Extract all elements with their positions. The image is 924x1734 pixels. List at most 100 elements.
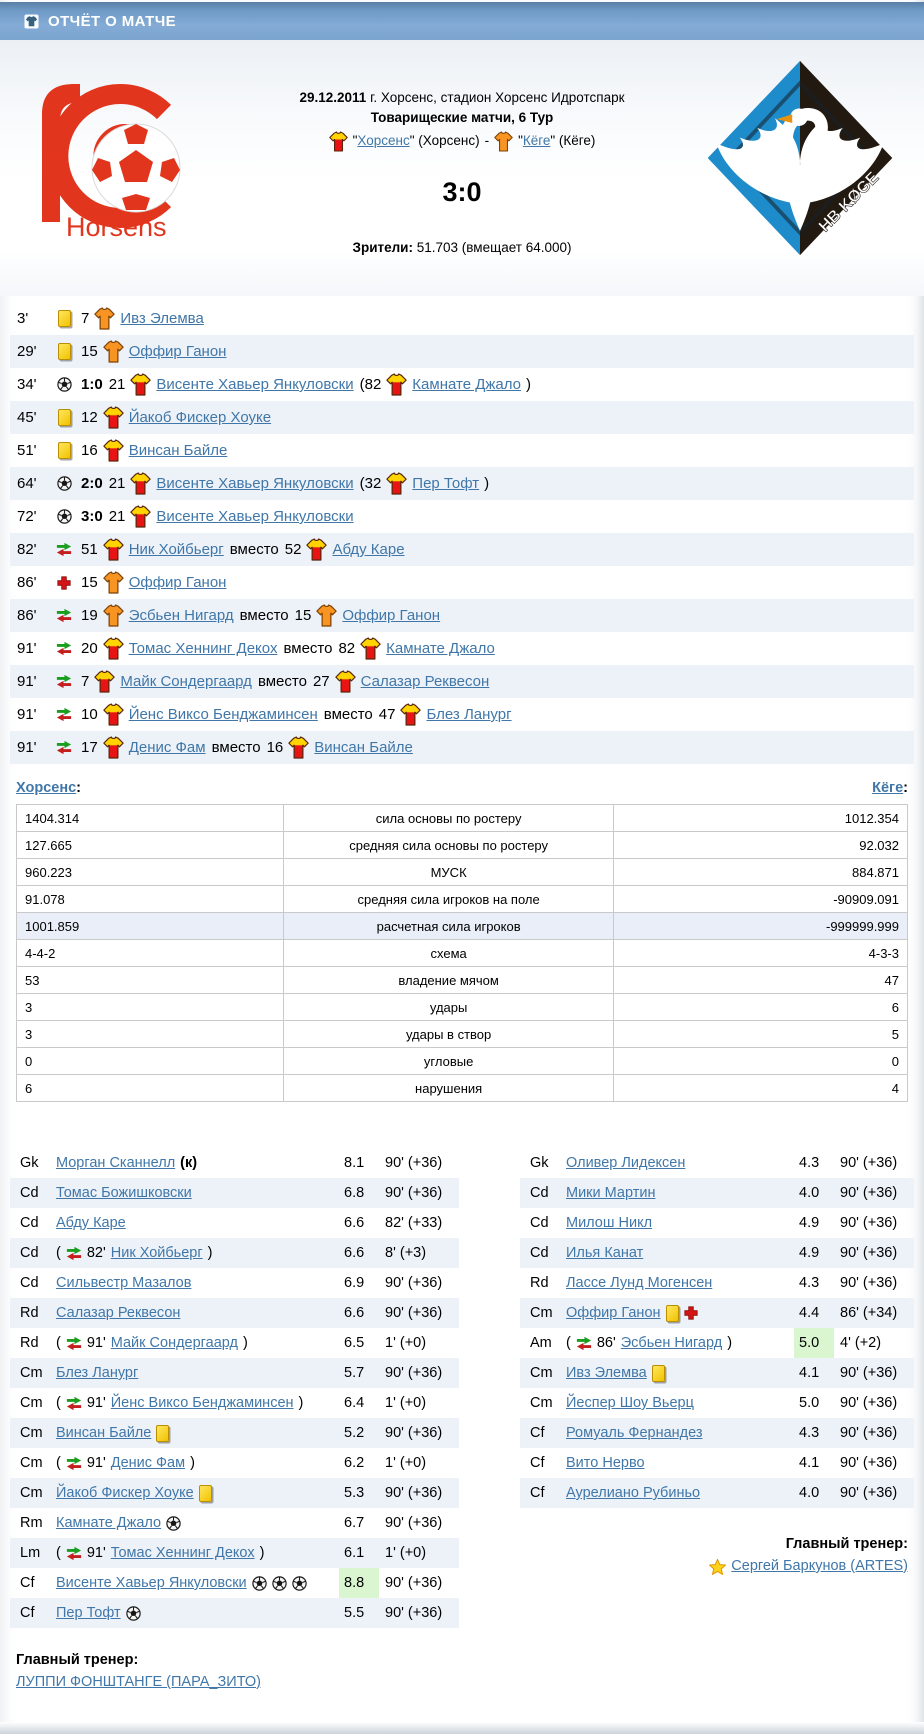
stat-label: схема [283, 939, 614, 967]
player-time: 90' (+36) [385, 1155, 443, 1171]
player-name-link[interactable]: Ромуаль Фернандез [566, 1425, 703, 1441]
stat-label: МУСК [283, 858, 614, 886]
event-player-link[interactable]: Йакоб Фискер Хоуке [128, 409, 272, 426]
match-header: Horsens HB KØGE 29.12.2011 г. Хорсенс, с… [0, 40, 924, 296]
player-name-link[interactable]: Йакоб Фискер Хоуке [56, 1485, 194, 1501]
event-player-link[interactable]: Майк Сондергаард [120, 673, 252, 690]
player-position: Cm [20, 1365, 43, 1381]
player-row: Cd Илья Канат 4.9 90' (+36) [520, 1238, 914, 1268]
event-player-link[interactable]: Висенте Хавьер Янкуловски [156, 475, 354, 492]
event-player-link[interactable]: Ник Хойбьерг [128, 541, 224, 558]
player-position: Cf [530, 1455, 545, 1471]
player-name-link[interactable]: Ивз Элемва [566, 1365, 647, 1381]
event-icon-slot [53, 608, 75, 623]
event-row: 91' 7 Майк Сондергаард вместо 27 Салазар Р… [10, 665, 914, 698]
event-player: 7 Ивз Элемва [81, 307, 204, 330]
event-player: 17 Денис Фам [81, 736, 206, 759]
player-row: Rm Камнате Джало 6.7 90' (+36) [10, 1508, 459, 1538]
event-icon-slot [53, 310, 75, 327]
away-stat-value: 1012.354 [612, 804, 909, 832]
home-team-name-link[interactable]: Хорсенс [357, 132, 410, 148]
event-player-link[interactable]: Оффир Ганон [128, 343, 227, 360]
player-name-link[interactable]: Мики Мартин [566, 1185, 656, 1201]
player-position: Cm [530, 1395, 553, 1411]
event-player-out-link[interactable]: Блез Ланург [426, 706, 512, 723]
event-player-link[interactable]: Томас Хеннинг Декох [128, 640, 278, 657]
away-team-link[interactable]: Кёге [872, 780, 904, 796]
player-name-link[interactable]: Оливер Лидексен [566, 1155, 686, 1171]
player-name-link[interactable]: Абду Каре [56, 1215, 126, 1231]
event-player: 15 Оффир Ганон [81, 571, 226, 594]
player-name-cell: Вито Нерво [566, 1448, 794, 1478]
event-player-out-link[interactable]: Оффир Ганон [342, 607, 441, 624]
player-name-link[interactable]: Камнате Джало [56, 1515, 162, 1531]
event-icon-slot [53, 409, 75, 426]
player-number: 12 [81, 409, 98, 426]
shirt-koge-icon [102, 604, 124, 627]
player-name-link[interactable]: Винсан Байле [56, 1425, 152, 1441]
away-stat-value: 0 [612, 1047, 909, 1075]
event-player-link[interactable]: Ивз Элемва [120, 310, 204, 327]
player-name-link[interactable]: Пер Тофт [56, 1605, 121, 1621]
player-name-cell: Аурелиано Рубиньо [566, 1478, 794, 1508]
player-name-link[interactable]: Салазар Реквесон [56, 1305, 181, 1321]
event-player-out-link[interactable]: Абду Каре [332, 541, 405, 558]
event-icon-slot [53, 740, 75, 755]
home-team-link[interactable]: Хорсенс [16, 780, 77, 796]
stat-label: нарушения [283, 1074, 614, 1102]
player-name-link[interactable]: Эсбьен Нигард [620, 1335, 723, 1351]
player-rating: 6.6 [344, 1215, 365, 1231]
event-player-link[interactable]: Йенс Виксо Бенджаминсен [128, 706, 318, 723]
player-name-link[interactable]: Илья Канат [566, 1245, 644, 1261]
event-player-link[interactable]: Эсбьен Нигард [128, 607, 234, 624]
player-name-link[interactable]: Томас Божишковски [56, 1185, 192, 1201]
player-rating: 4.9 [799, 1215, 820, 1231]
home-logo-caption: Horsens [66, 212, 167, 242]
player-name-link[interactable]: Томас Хеннинг Декох [110, 1545, 255, 1561]
player-position: Cd [530, 1185, 549, 1201]
player-rating: 6.8 [344, 1185, 365, 1201]
event-assist-link[interactable]: Пер Тофт [412, 475, 480, 492]
player-name-link[interactable]: Оффир Ганон [566, 1305, 661, 1321]
sub-word: вместо [239, 607, 289, 624]
player-name-link[interactable]: Йенс Виксо Бенджаминсен [110, 1395, 294, 1411]
player-name-link[interactable]: Денис Фам [110, 1455, 186, 1471]
away-team-name-link[interactable]: Кёге [522, 132, 551, 148]
home-coach-line: ЛУППИ ФОНШТАНГЕ (ПАРА_ЗИТО) [16, 1672, 453, 1694]
player-name-link[interactable]: Сильвестр Мазалов [56, 1275, 192, 1291]
player-name-link[interactable]: Майк Сондергаард [110, 1335, 238, 1351]
substitution-icon [66, 1396, 82, 1411]
event-score: 1:0 [81, 376, 103, 393]
player-position: Gk [20, 1155, 39, 1171]
shirt-horsens-icon [360, 637, 381, 660]
event-player-link[interactable]: Денис Фам [128, 739, 206, 756]
player-name-cell: Мики Мартин [566, 1178, 794, 1208]
event-player-link[interactable]: Висенте Хавьер Янкуловски [156, 508, 354, 525]
player-name-link[interactable]: Милош Никл [566, 1215, 653, 1231]
player-name-cell: Милош Никл [566, 1208, 794, 1238]
player-number: 17 [81, 739, 98, 756]
player-name-link[interactable]: Лассе Лунд Могенсен [566, 1275, 713, 1291]
home-coach-link[interactable]: ЛУППИ ФОНШТАНГЕ (ПАРА_ЗИТО) [16, 1673, 262, 1690]
event-player-out-link[interactable]: Камнате Джало [386, 640, 495, 657]
player-time: 86' (+34) [840, 1305, 898, 1321]
event-player-link[interactable]: Висенте Хавьер Янкуловски [156, 376, 354, 393]
player-name-link[interactable]: Аурелиано Рубиньо [566, 1485, 701, 1501]
away-coach-link[interactable]: Сергей Баркунов (ARTES) [731, 1557, 908, 1574]
event-assist-link[interactable]: Камнате Джало [412, 376, 521, 393]
event-player-out-link[interactable]: Салазар Реквесон [360, 673, 490, 690]
player-name-link[interactable]: Блез Ланург [56, 1365, 139, 1381]
player-name-link[interactable]: Ник Хойбьерг [110, 1245, 203, 1261]
player-name-link[interactable]: Йеспер Шоу Вьерц [566, 1395, 694, 1411]
event-player-out: 16 Винсан Байле [267, 736, 413, 759]
event-player-link[interactable]: Оффир Ганон [128, 574, 227, 591]
event-player-link[interactable]: Винсан Байле [128, 442, 228, 459]
player-name-link[interactable]: Вито Нерво [566, 1455, 645, 1471]
yellow-card-icon [57, 442, 71, 459]
substitution-icon [56, 707, 72, 722]
page-title: ОТЧЁТ О МАТЧЕ [48, 12, 177, 30]
event-player-out-link[interactable]: Винсан Байле [314, 739, 413, 756]
player-name-link[interactable]: Морган Сканнелл [56, 1155, 176, 1171]
player-row: Cm ( 91' Йенс Виксо Бенджаминсен) 6.4 1' (+0… [10, 1388, 459, 1418]
player-name-link[interactable]: Висенте Хавьер Янкуловски [56, 1575, 247, 1591]
